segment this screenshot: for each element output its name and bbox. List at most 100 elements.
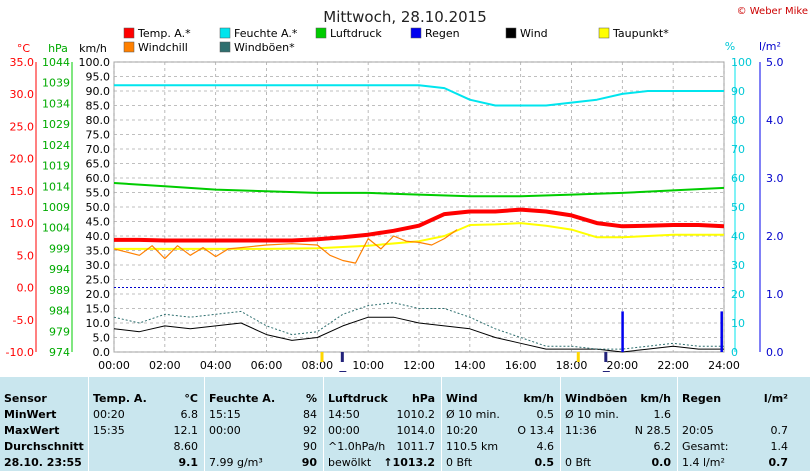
moon-icon — [602, 371, 610, 372]
pct-tick-label: 40 — [731, 230, 745, 243]
hum-absolute: 7.99 g/m³ — [209, 456, 263, 469]
kmh-tick-label: 20.0 — [86, 288, 111, 301]
legend-swatch — [598, 27, 610, 39]
gust-unit: km/h — [640, 392, 671, 405]
time-tick-label: 18:00 — [556, 359, 588, 372]
series-line — [114, 207, 725, 243]
series-line — [114, 222, 724, 250]
hum-unit: % — [305, 392, 317, 405]
legend-swatch — [505, 27, 517, 39]
time-tick-label: 06:00 — [251, 359, 283, 372]
stats-row-max-label: MaxWert — [4, 424, 60, 437]
temp-tick-label: -5.0 — [13, 314, 34, 327]
hpa-tick-label: 1014 — [42, 180, 70, 193]
hum-current-value: 90 — [301, 456, 317, 469]
temp-min-value: 6.8 — [180, 408, 199, 421]
x-axis: 00:00 02:00 04:00 06:00 08:00 10:00 12:00 14:00… — [98, 359, 740, 372]
chart-title: Mittwoch, 28.10.2015 — [323, 8, 487, 26]
wind-current-value: 0.5 — [534, 456, 555, 469]
pct-tick-label: 100 — [731, 56, 752, 69]
wind-distance: 110.5 km — [446, 440, 499, 453]
pct-tick-label: 20 — [731, 288, 745, 301]
temp-axis-unit: °C — [17, 42, 31, 55]
time-tick-label: 02:00 — [149, 359, 181, 372]
kmh-tick-label: 5.0 — [93, 332, 111, 345]
rain-axis-unit: l/m² — [759, 40, 781, 53]
press-min-value: 1010.2 — [396, 408, 436, 421]
wind-avg10-label: Ø 10 min. — [446, 408, 500, 421]
chart-grid — [113, 61, 725, 353]
rain-max-time: 20:05 — [682, 424, 714, 437]
rain-header: Regen — [682, 392, 722, 405]
temp-tick-label: 30.0 — [10, 88, 35, 101]
pct-tick-label: 0 — [731, 346, 738, 359]
press-condition: bewölkt — [328, 456, 372, 469]
hpa-tick-label: 984 — [49, 305, 70, 318]
hpa-tick-label: 1044 — [42, 56, 70, 69]
gust-header: Windböen — [565, 392, 628, 405]
rain-tick-label: 5.0 — [766, 56, 784, 69]
gust-max-value: N 28.5 — [634, 424, 671, 437]
kmh-tick-label: 85.0 — [86, 100, 111, 113]
hpa-tick-label: 1029 — [42, 118, 70, 131]
hpa-tick-label: 974 — [49, 346, 70, 359]
kmh-tick-label: 60.0 — [86, 172, 111, 185]
stats-col-temp: Temp. A. °C 00:20 6.8 15:35 12.1 8.60 9.1 — [89, 377, 204, 471]
kmh-tick-label: 35.0 — [86, 245, 111, 258]
kmh-axis-unit: km/h — [79, 42, 107, 55]
time-tick-label: 12:00 — [403, 359, 435, 372]
rain-bar — [621, 311, 624, 352]
rain-total-label: Gesamt: — [682, 440, 729, 453]
series-line — [114, 84, 724, 107]
kmh-tick-label: 15.0 — [86, 303, 111, 316]
rain-bar — [720, 311, 723, 352]
copyright-text: © Weber Mike — [737, 6, 808, 17]
gust-current-value: 0.0 — [651, 456, 672, 469]
kmh-tick-label: 90.0 — [86, 85, 111, 98]
press-min-time: 14:50 — [328, 408, 360, 421]
wind-unit: km/h — [523, 392, 554, 405]
legend-label: Windchill — [138, 41, 188, 54]
pct-tick-label: 60 — [731, 172, 745, 185]
press-unit: hPa — [411, 392, 435, 405]
series-line — [113, 182, 725, 198]
stats-col-gust: Windböen km/h Ø 10 min. 1.6 11:36 N 28.5 6.… — [561, 377, 677, 471]
stats-col-humidity: Feuchte A.% 15:15 84 00:00 92 90 7.99 g/m³… — [205, 377, 323, 471]
kmh-tick-label: 100.0 — [79, 56, 111, 69]
time-tick-label: 00:00 — [98, 359, 130, 372]
stats-col-rain: Regen l/m² 20:05 0.7 Gesamt: 1.4 1.4 l/m² 0.… — [678, 377, 794, 471]
stats-col-wind: Wind km/h Ø 10 min. 0.5 10:20 O 13.4 110.5 … — [442, 377, 560, 471]
kmh-tick-label: 80.0 — [86, 114, 111, 127]
temp-header: Temp. A. — [93, 392, 147, 405]
hpa-tick-label: 989 — [49, 284, 70, 297]
gust-avg10-label: Ø 10 min. — [565, 408, 619, 421]
press-max-time: 00:00 — [328, 424, 360, 437]
stats-col-sensor: Sensor MinWert MaxWert Durchschnitt 28.1… — [0, 377, 88, 471]
legend-label: Luftdruck — [330, 27, 382, 40]
hum-min-time: 15:15 — [209, 408, 241, 421]
moon-icon — [339, 371, 347, 372]
press-trend: ^1.0hPa/h — [328, 440, 386, 453]
wind-max-value: O 13.4 — [517, 424, 554, 437]
temp-tick-label: 35.0 — [10, 56, 35, 69]
pct-tick-label: 80 — [731, 114, 745, 127]
hum-min-value: 84 — [303, 408, 317, 421]
legend-swatch — [123, 27, 135, 39]
legend-swatch — [219, 27, 231, 39]
hpa-tick-label: 1039 — [42, 77, 70, 90]
time-tick-label: 14:00 — [454, 359, 486, 372]
hpa-axis-unit: hPa — [48, 42, 68, 55]
kmh-tick-label: 55.0 — [86, 187, 111, 200]
time-tick-label: 04:00 — [200, 359, 232, 372]
pct-tick-label: 50 — [731, 201, 745, 214]
time-tick-label: 16:00 — [505, 359, 537, 372]
kmh-tick-label: 30.0 — [86, 259, 111, 272]
temp-avg-value: 8.60 — [173, 440, 199, 453]
kmh-tick-label: 95.0 — [86, 71, 111, 84]
temp-tick-label: 5.0 — [17, 249, 35, 262]
stats-panel: Sensor MinWert MaxWert Durchschnitt 28.1… — [0, 377, 810, 471]
temp-tick-label: 20.0 — [10, 153, 35, 166]
temp-tick-label: 15.0 — [10, 185, 35, 198]
temp-tick-label: 10.0 — [10, 217, 35, 230]
legend-label: Wind — [520, 27, 548, 40]
